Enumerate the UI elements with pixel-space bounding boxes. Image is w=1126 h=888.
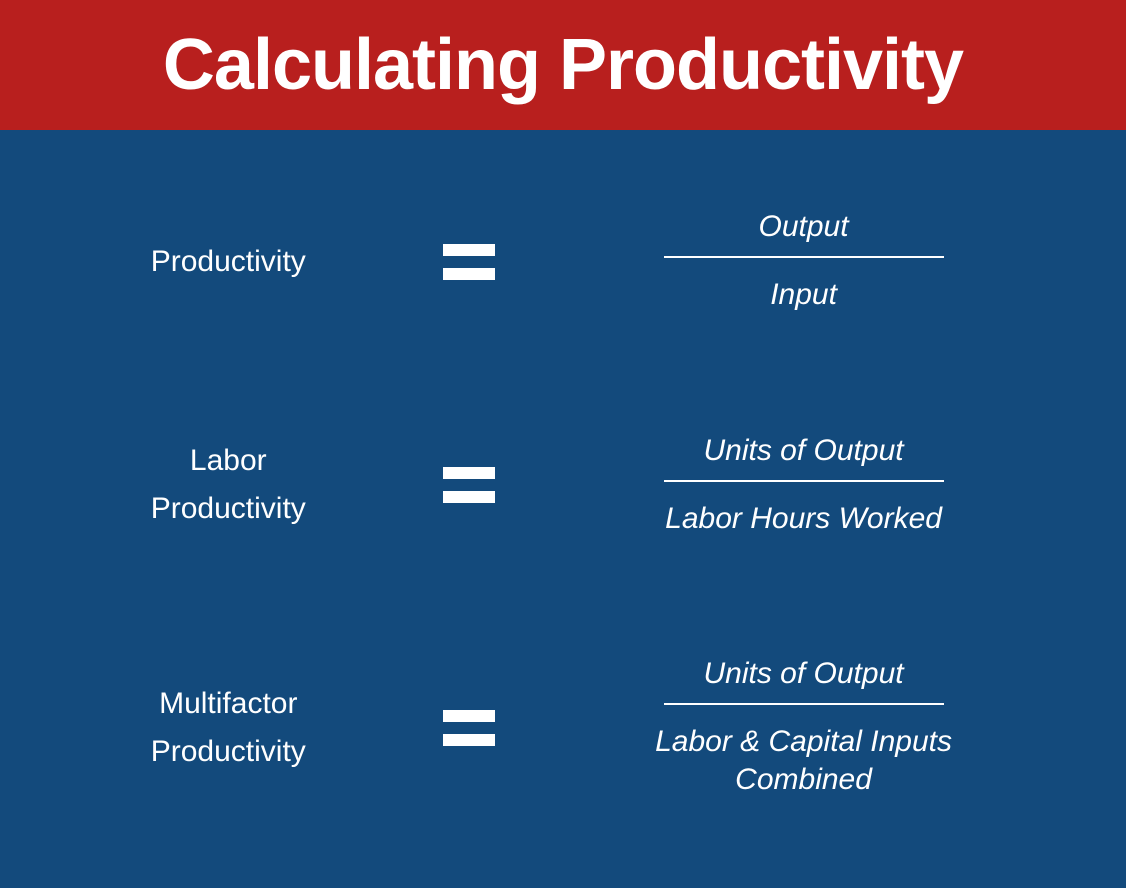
formula-row-productivity: Productivity Output Input [40,210,1086,314]
formula-label: Labor Productivity [40,437,417,533]
fraction: Output Input [521,210,1086,314]
formula-label-line2: Productivity [40,728,417,776]
fraction: Units of Output Labor & Capital Inputs C… [521,657,1086,798]
equals-bar-top [443,244,495,256]
equals-icon [417,244,522,280]
fraction-numerator: Output [759,210,849,256]
equals-icon [417,467,522,503]
fraction: Units of Output Labor Hours Worked [521,434,1086,538]
fraction-numerator: Units of Output [704,657,904,703]
equals-bar-top [443,710,495,722]
formula-label-line1: Productivity [40,238,417,286]
equals-bar-bottom [443,491,495,503]
fraction-denominator: Labor & Capital Inputs Combined [634,705,974,798]
formula-label-line1: Multifactor [40,680,417,728]
slide-body: Productivity Output Input Labor Producti… [0,130,1126,888]
equals-bar-top [443,467,495,479]
fraction-denominator: Input [770,258,837,314]
slide-title: Calculating Productivity [163,25,963,105]
fraction-numerator: Units of Output [704,434,904,480]
formula-label: Multifactor Productivity [40,680,417,776]
formula-label: Productivity [40,238,417,286]
formula-row-labor-productivity: Labor Productivity Units of Output Labor… [40,434,1086,538]
formula-label-line2: Productivity [40,485,417,533]
formula-label-line1: Labor [40,437,417,485]
slide-header: Calculating Productivity [0,0,1126,130]
equals-icon [417,710,522,746]
equals-bar-bottom [443,268,495,280]
fraction-denominator: Labor Hours Worked [665,482,942,538]
formula-row-multifactor-productivity: Multifactor Productivity Units of Output… [40,657,1086,798]
equals-bar-bottom [443,734,495,746]
